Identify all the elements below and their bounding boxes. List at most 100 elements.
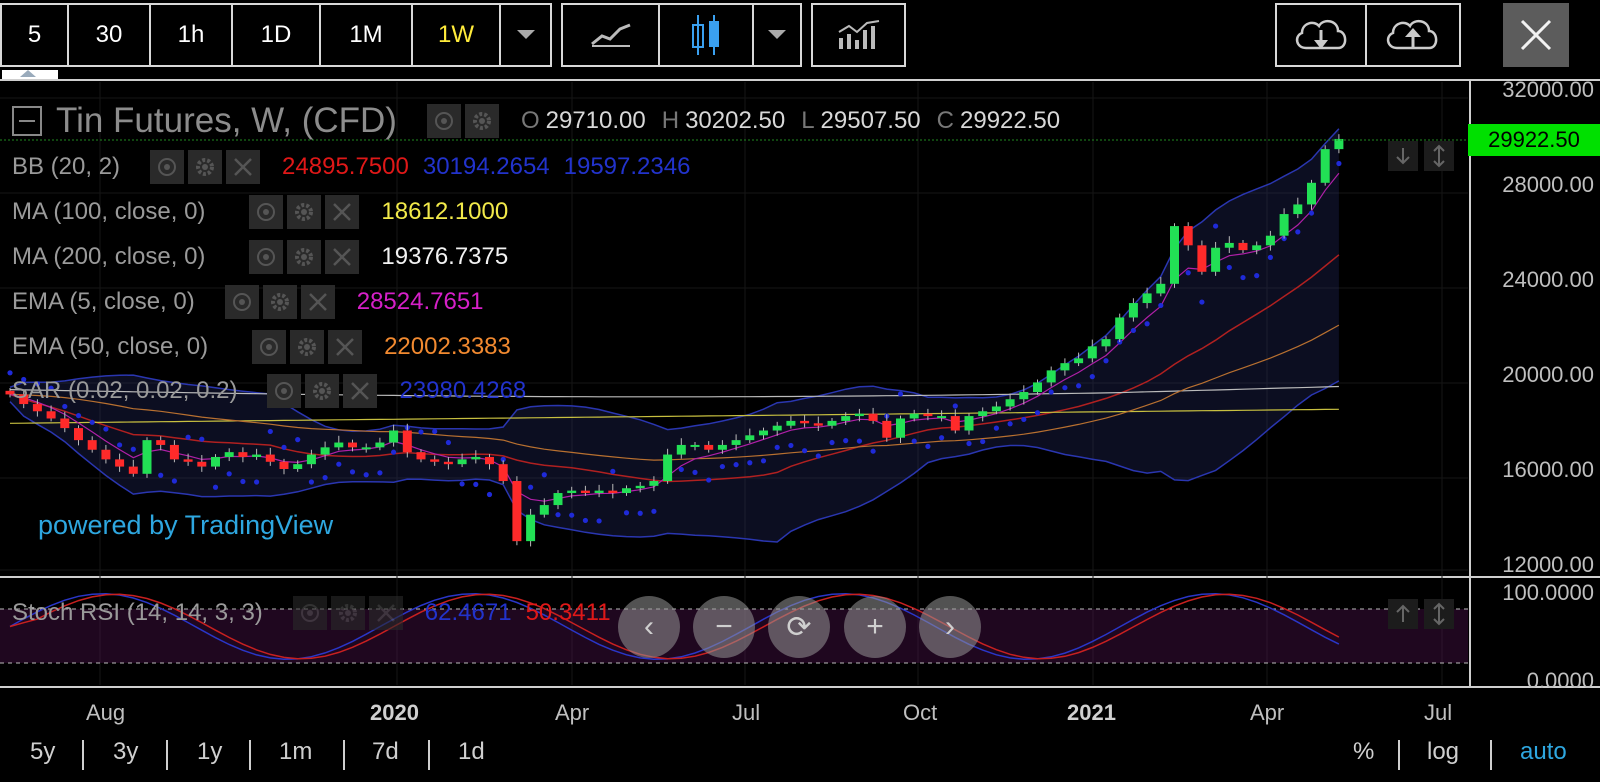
sar-dot [486, 491, 493, 498]
remove-icon[interactable] [325, 195, 360, 229]
eye-icon[interactable] [224, 285, 259, 319]
candle [539, 505, 549, 515]
sar-dot [774, 444, 780, 450]
stoch-d-value: 50.3411 [525, 599, 611, 626]
log-scale-button[interactable]: log [1427, 738, 1460, 765]
zoom-out-button[interactable]: − [693, 596, 755, 658]
stoch-d-line [9, 593, 1340, 660]
interval-1h-button[interactable]: 1h [149, 3, 233, 67]
indicator-row: BB (20, 2) 24895.7500 30194.2654 19597.2346 [12, 150, 704, 184]
candle [498, 464, 508, 482]
close-button[interactable] [1503, 3, 1569, 67]
scroll-right-button[interactable]: › [919, 596, 981, 658]
gear-icon[interactable] [262, 285, 297, 319]
range-1y-button[interactable]: 1y [197, 738, 223, 765]
candle [115, 459, 125, 467]
bollinger-lower-band [9, 380, 1340, 543]
range-1m-button[interactable]: 1m [279, 738, 313, 765]
eye-icon[interactable] [150, 150, 185, 184]
osc-expand-button[interactable] [1424, 599, 1454, 629]
sar-dot [117, 442, 123, 448]
line-chart-button[interactable] [561, 3, 660, 67]
cloud-download-button[interactable] [1275, 3, 1367, 67]
candlestick-chart-button[interactable] [658, 3, 754, 67]
sar-dot [21, 376, 27, 383]
range-3y-button[interactable]: 3y [113, 738, 139, 765]
eye-icon[interactable] [426, 104, 461, 138]
candle [526, 514, 536, 542]
candle [813, 423, 823, 426]
sar-dot [1295, 229, 1301, 235]
eye-icon[interactable] [249, 240, 284, 274]
scroll-left-button[interactable]: ‹ [618, 596, 680, 658]
candle [375, 442, 385, 448]
indicator-name: MA (100, close, 0) [12, 198, 206, 225]
candle [1279, 214, 1289, 236]
candle [279, 461, 289, 469]
reset-icon: ⟳ [786, 610, 812, 644]
eye-icon[interactable] [292, 596, 327, 630]
cloud-upload-button[interactable] [1365, 3, 1461, 67]
candle [1060, 363, 1070, 371]
candle [622, 488, 631, 494]
high-value: 30202.50 [685, 107, 786, 134]
gear-icon[interactable] [290, 330, 325, 364]
reset-button[interactable]: ⟳ [768, 596, 830, 658]
interval-dropdown-button[interactable] [499, 3, 552, 67]
auto-scale-button[interactable]: auto [1520, 738, 1567, 765]
eye-icon[interactable] [267, 374, 302, 408]
remove-icon[interactable] [300, 285, 335, 319]
eye-icon[interactable] [249, 195, 284, 229]
bollinger-middle-band [9, 254, 1340, 483]
chart-type-dropdown-button[interactable] [752, 3, 802, 67]
range-1d-button[interactable]: 1d [458, 738, 485, 765]
candle [265, 454, 275, 462]
collapse-icon[interactable] [12, 106, 42, 136]
osc-scroll-up-button[interactable] [1388, 599, 1418, 629]
zoom-in-button[interactable]: + [844, 596, 906, 658]
scroll-down-button[interactable] [1388, 141, 1418, 171]
interval-1d-button[interactable]: 1D [231, 3, 321, 67]
candle [1307, 182, 1316, 205]
gear-icon[interactable] [305, 374, 340, 408]
gear-icon[interactable] [188, 150, 223, 184]
ma-100-line [9, 408, 1339, 424]
remove-icon[interactable] [343, 374, 378, 408]
candle [964, 416, 974, 431]
interval-30-button[interactable]: 30 [67, 3, 151, 67]
candle [759, 430, 768, 436]
candle [1238, 242, 1248, 251]
remove-icon[interactable] [368, 596, 403, 630]
candle [1087, 346, 1097, 359]
candle [1252, 245, 1262, 251]
expand-button[interactable] [1424, 141, 1454, 171]
sar-dot [226, 471, 232, 477]
percent-scale-button[interactable]: % [1353, 738, 1375, 765]
candle [745, 435, 755, 441]
sar-dot [911, 438, 917, 444]
sar-dot [528, 484, 534, 490]
indicators-button[interactable] [811, 3, 906, 67]
remove-icon[interactable] [325, 240, 360, 274]
time-axis-label: 2020 [370, 700, 419, 725]
gear-icon[interactable] [330, 596, 365, 630]
sar-dot [363, 472, 369, 478]
indicator-row: EMA (50, close, 0) 22002.3383 [12, 330, 525, 364]
remove-icon[interactable] [328, 330, 363, 364]
stoch-rsi-name: Stoch RSI (14, 14, 3, 3) [12, 599, 263, 626]
time-axis-label: Jul [732, 700, 761, 725]
tradingview-watermark[interactable]: powered by TradingView [38, 510, 334, 540]
remove-icon[interactable] [226, 150, 261, 184]
osc-axis-max: 100.0000 [1502, 580, 1594, 605]
gear-icon[interactable] [287, 195, 322, 229]
eye-icon[interactable] [252, 330, 287, 364]
gear-icon[interactable] [464, 104, 499, 138]
interval-5-button[interactable]: 5 [0, 3, 69, 67]
range-5y-button[interactable]: 5y [30, 738, 56, 765]
interval-1m-button[interactable]: 1M [319, 3, 413, 67]
candle [46, 411, 56, 419]
candle [937, 416, 947, 419]
gear-icon[interactable] [287, 240, 322, 274]
range-7d-button[interactable]: 7d [372, 738, 399, 765]
indicator-value: 19376.7375 [381, 243, 509, 270]
